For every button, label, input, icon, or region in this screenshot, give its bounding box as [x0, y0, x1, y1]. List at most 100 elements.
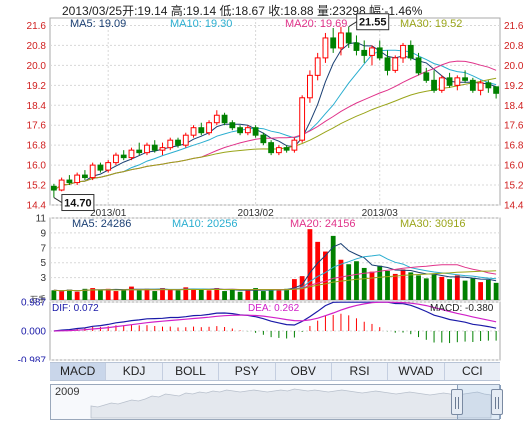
volume-bar-down: [82, 288, 88, 300]
candle-down: [493, 86, 500, 94]
candle-down: [462, 77, 468, 81]
tab-cci[interactable]: CCI: [461, 364, 483, 378]
price-axis-tick-right: 16.0: [504, 161, 524, 172]
volume-bar-down: [385, 270, 390, 300]
tab-obv[interactable]: OBV: [276, 363, 332, 380]
candle-down: [469, 79, 476, 91]
volume-bar-up: [276, 290, 282, 300]
header-close: 18.88: [283, 4, 314, 18]
tab-macd[interactable]: MACD: [50, 363, 107, 380]
volume-bar-up: [369, 271, 375, 300]
volume-bar-down: [416, 275, 421, 300]
candle-down: [353, 42, 360, 51]
candle-up: [438, 77, 445, 91]
volume-axis-tick: 5: [40, 258, 46, 269]
candle-down: [237, 127, 243, 134]
candle-up: [392, 57, 399, 71]
candle-down: [330, 37, 337, 49]
volume-bar-down: [354, 261, 359, 300]
candle-up: [213, 114, 220, 124]
volume-bar-down: [175, 290, 181, 300]
price-axis-tick-left: 18.4: [27, 101, 47, 112]
annotation-pointer: [53, 197, 63, 203]
header-date: 2013/03/25: [62, 4, 123, 18]
candle-down: [485, 82, 492, 89]
tab-wvad[interactable]: WVAD: [388, 363, 445, 380]
volume-bar-down: [462, 280, 468, 300]
stock-chart[interactable]: 21.6 21.6 20.8 20.8 20.0 20.0 19.2 19.2 18.4 18.4…: [0, 0, 530, 362]
volume-legend-ma5: MA5: 24286: [72, 218, 131, 230]
price-axis-tick-left: 19.2: [27, 81, 47, 92]
price-legend-ma5: MA5: 19.09: [70, 18, 126, 30]
tab-psy[interactable]: PSY: [219, 363, 276, 380]
header-open: 19.14: [137, 4, 168, 18]
macd-panel: 0.987 0.000 -0.987 DIF: 0.072 DEA: 0.262 MACD…: [18, 298, 501, 362]
navigator-right-handle[interactable]: [491, 389, 503, 415]
candle-up: [190, 127, 197, 136]
candle-up: [477, 82, 484, 91]
macd-dif-line: [53, 301, 497, 332]
candle-up: [291, 139, 298, 151]
volume-bar-down: [485, 279, 491, 300]
tab-rsi[interactable]: RSI: [332, 363, 389, 380]
tab-boll[interactable]: BOLL: [163, 363, 220, 380]
candle-down: [229, 122, 236, 129]
candle-down: [50, 185, 57, 191]
macd-axis-tick: 0.987: [21, 298, 46, 309]
price-axis-tick-left: 16.8: [27, 141, 47, 152]
volume-bar-up: [338, 259, 344, 300]
candle-down: [407, 44, 414, 59]
volume-bar-down: [152, 291, 158, 300]
indicator-tabs: MACD KDJ BOLL PSY OBV RSI WVAD CCI: [50, 362, 500, 381]
volume-bar-up: [59, 291, 65, 300]
annotation-box: [61, 194, 95, 212]
price-axis-tick-right: 21.6: [504, 21, 524, 32]
price-legend-ma20: MA20: 19.69: [285, 18, 347, 30]
candle-up: [74, 174, 81, 184]
volume-bar-up: [144, 288, 150, 300]
volume-bar-up: [214, 288, 220, 300]
price-plot-area: [49, 17, 501, 206]
price-axis-tick-left: 16.0: [27, 161, 47, 172]
header-close-label: 收:: [268, 4, 284, 18]
candle-down: [268, 142, 275, 154]
price-axis-tick-left: 20.0: [27, 61, 47, 72]
volume-bar-down: [408, 272, 414, 300]
volume-bar-down: [222, 291, 227, 300]
header-low-label: 低:: [219, 4, 235, 18]
date-axis-label: 2013/01: [90, 208, 127, 219]
candle-up: [167, 139, 174, 149]
candle-up: [89, 164, 96, 179]
date-axis-label: 2013/02: [238, 208, 275, 219]
candle-down: [198, 127, 205, 134]
navigator-left-handle[interactable]: [451, 389, 463, 415]
candle-down: [384, 57, 391, 71]
price-axis-tick-right: 16.8: [504, 141, 524, 152]
volume-bar-down: [493, 282, 499, 300]
volume-bar-down: [330, 235, 336, 300]
candle-up: [144, 144, 150, 154]
time-navigator[interactable]: 2009: [50, 384, 503, 420]
price-axis-tick-right: 18.4: [504, 101, 524, 112]
volume-bar-up: [454, 275, 460, 300]
candle-down: [345, 32, 352, 44]
candle-up: [322, 37, 329, 59]
candle-down: [66, 179, 73, 184]
header-high: 19.14: [186, 4, 217, 18]
volume-bar-down: [377, 265, 383, 300]
price-axis-tick-right: 20.8: [504, 41, 524, 52]
volume-bar-up: [315, 241, 321, 300]
candle-up: [314, 57, 321, 76]
candle-down: [376, 47, 383, 59]
candle-up: [206, 122, 212, 134]
candle-up: [369, 47, 375, 56]
candle-up: [182, 134, 189, 146]
volume-bar-up: [74, 291, 80, 300]
volume-legend-ma10: MA10: 20256: [172, 218, 237, 230]
volume-legend-ma30: MA30: 30916: [400, 218, 465, 230]
candle-down: [221, 114, 228, 124]
volume-panel: 11 9 7 5 3 万手 MA5: 24286 MA10: 20256 MA20: 24156…: [30, 214, 501, 304]
tab-kdj[interactable]: KDJ: [106, 363, 163, 380]
volume-bar-up: [105, 288, 111, 300]
volume-bar-down: [346, 264, 352, 300]
